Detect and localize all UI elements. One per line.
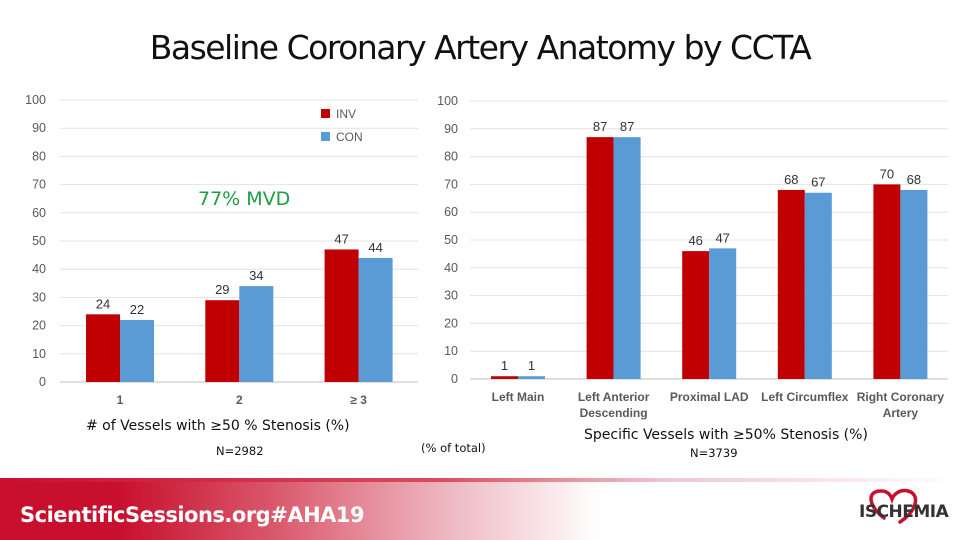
right-y-tick: 50	[444, 233, 458, 247]
right-bar-con	[804, 192, 832, 379]
right-x-tick: Artery	[883, 406, 919, 420]
right-bar-inv	[777, 189, 805, 379]
right-y-tick: 100	[437, 94, 458, 108]
left-legend-swatch	[321, 132, 330, 141]
heart-icon	[869, 488, 918, 524]
right-x-tick: Proximal LAD	[670, 390, 749, 404]
left-data-label: 24	[96, 296, 110, 311]
left-x-tick: ≥ 3	[350, 393, 367, 407]
left-data-label: 34	[249, 268, 263, 283]
right-chart-n: N=3739	[690, 446, 738, 460]
left-bar-inv	[324, 249, 359, 382]
right-bar-con	[900, 189, 928, 379]
right-y-tick: 40	[444, 261, 458, 275]
left-data-label: 47	[334, 231, 348, 246]
mvd-annotation: 77% MVD	[198, 188, 291, 210]
left-bar-con	[120, 319, 154, 382]
left-x-tick: 2	[236, 393, 243, 407]
left-chart-n: N=2982	[216, 444, 264, 458]
right-y-tick: 70	[444, 177, 458, 191]
right-bar-inv	[873, 184, 901, 379]
left-legend-label: CON	[336, 130, 363, 144]
right-data-label: 1	[501, 358, 508, 373]
left-x-tick: 1	[117, 393, 124, 407]
right-bar-con	[518, 376, 545, 379]
left-legend-label: INV	[336, 107, 356, 121]
left-data-label: 29	[215, 282, 229, 297]
left-chart-caption: # of Vessels with ≥50 % Stenosis (%)	[86, 418, 350, 434]
right-data-label: 87	[620, 119, 634, 134]
left-y-tick: 40	[32, 262, 46, 276]
right-y-tick: 30	[444, 289, 458, 303]
right-x-tick: Left Circumflex	[761, 390, 849, 404]
right-bar-con	[709, 248, 737, 379]
left-bar-con	[239, 286, 274, 382]
right-bar-inv	[586, 137, 614, 379]
right-x-tick: Left Anterior	[578, 390, 650, 404]
left-y-tick: 100	[25, 93, 46, 107]
left-y-tick: 90	[32, 121, 46, 135]
right-y-tick: 10	[444, 344, 458, 358]
footer-band	[0, 482, 600, 540]
right-data-label: 70	[880, 166, 894, 181]
right-data-label: 87	[593, 119, 607, 134]
right-data-label: 47	[715, 230, 729, 245]
right-chart-caption: Specific Vessels with ≥50% Stenosis (%)	[584, 427, 868, 443]
middle-caption: (% of total)	[421, 441, 486, 455]
right-x-tick: Descending	[580, 406, 648, 420]
right-x-tick: Right Coronary	[857, 390, 945, 404]
right-bar-inv	[491, 376, 518, 379]
left-y-tick: 50	[32, 234, 46, 248]
right-y-tick: 80	[444, 150, 458, 164]
left-y-tick: 80	[32, 149, 46, 163]
left-legend-swatch	[321, 109, 330, 118]
left-bar-inv	[86, 314, 120, 382]
left-y-tick: 10	[32, 347, 46, 361]
right-data-label: 1	[528, 358, 535, 373]
footer-divider	[0, 478, 960, 482]
left-bar-con	[358, 257, 393, 382]
right-y-tick: 0	[451, 372, 458, 386]
page-title: Baseline Coronary Artery Anatomy by CCTA	[149, 28, 812, 67]
right-y-tick: 20	[444, 316, 458, 330]
right-y-tick: 90	[444, 122, 458, 136]
right-bar-inv	[682, 251, 710, 379]
right-y-tick: 60	[444, 205, 458, 219]
left-bar-inv	[205, 300, 240, 382]
right-data-label: 68	[907, 172, 921, 187]
right-x-tick: Left Main	[492, 390, 545, 404]
left-y-tick: 30	[32, 290, 46, 304]
left-y-tick: 60	[32, 206, 46, 220]
footer-link[interactable]: ScientificSessions.org#AHA19	[20, 503, 365, 527]
left-data-label: 44	[368, 240, 382, 255]
left-data-label: 22	[130, 302, 144, 317]
right-bar-con	[613, 137, 641, 379]
left-y-tick: 0	[39, 375, 46, 389]
right-data-label: 67	[811, 175, 825, 190]
left-y-tick: 70	[32, 178, 46, 192]
left-y-tick: 20	[32, 319, 46, 333]
right-data-label: 68	[784, 172, 798, 187]
right-data-label: 46	[688, 233, 702, 248]
ischemia-logo: ISCHEMIA	[859, 502, 949, 522]
